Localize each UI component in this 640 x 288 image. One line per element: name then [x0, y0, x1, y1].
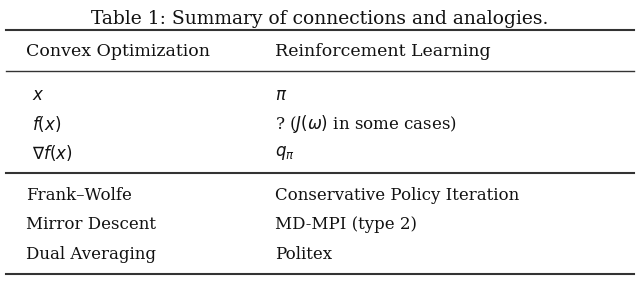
Text: $\nabla f(x)$: $\nabla f(x)$	[32, 143, 72, 163]
Text: Reinforcement Learning: Reinforcement Learning	[275, 43, 491, 60]
Text: Dual Averaging: Dual Averaging	[26, 245, 156, 263]
Text: $x$: $x$	[32, 86, 44, 104]
Text: $q_{\pi}$: $q_{\pi}$	[275, 144, 295, 162]
Text: Politex: Politex	[275, 245, 332, 263]
Text: Convex Optimization: Convex Optimization	[26, 43, 210, 60]
Text: Mirror Descent: Mirror Descent	[26, 216, 156, 233]
Text: Table 1: Summary of connections and analogies.: Table 1: Summary of connections and anal…	[92, 10, 548, 28]
Text: Frank–Wolfe: Frank–Wolfe	[26, 187, 131, 204]
Text: ? ($J(\omega)$ in some cases): ? ($J(\omega)$ in some cases)	[275, 113, 457, 135]
Text: $\pi$: $\pi$	[275, 86, 287, 104]
Text: MD-MPI (type 2): MD-MPI (type 2)	[275, 216, 417, 233]
Text: $f(x)$: $f(x)$	[32, 114, 61, 134]
Text: Conservative Policy Iteration: Conservative Policy Iteration	[275, 187, 520, 204]
